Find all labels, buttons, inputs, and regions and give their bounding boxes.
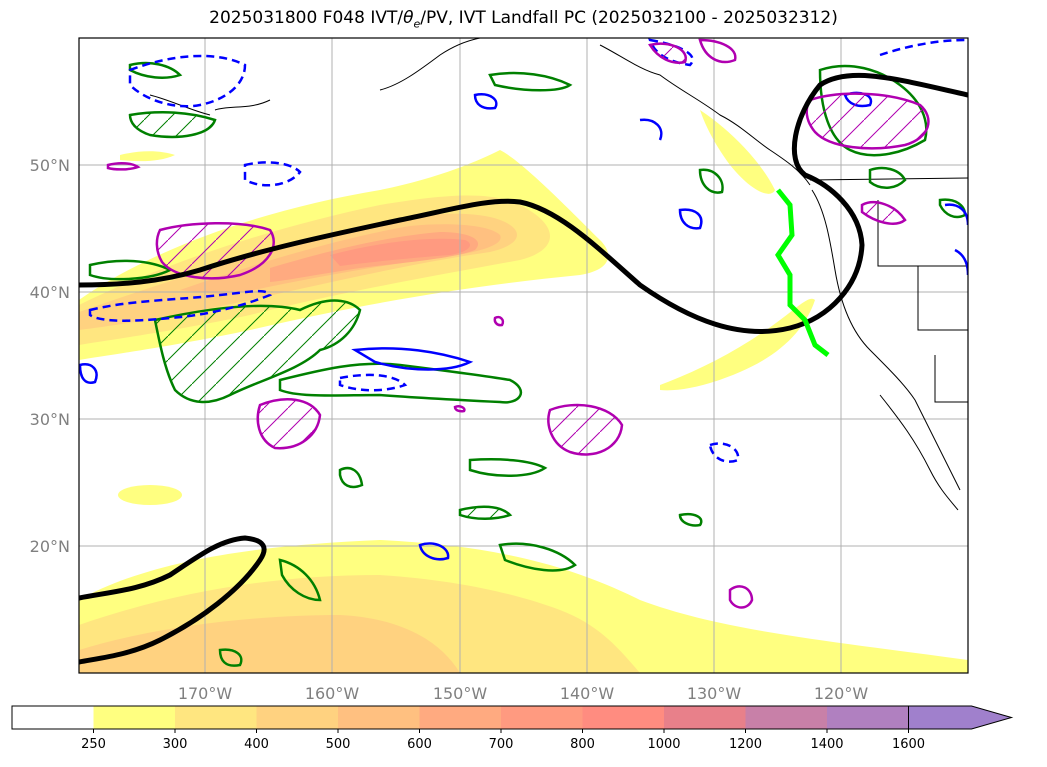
- colorbar-tick-label: 800: [570, 737, 595, 752]
- map-frame: [78, 37, 969, 674]
- colorbar-segment: [419, 706, 502, 729]
- colorbar-segment: [664, 706, 746, 729]
- colorbar-tick-label: 250: [81, 737, 106, 752]
- colorbar-tick-label: 600: [407, 737, 432, 752]
- lon-label: 150°W: [433, 684, 488, 703]
- colorbar-tick-label: 1600: [892, 737, 925, 752]
- lat-label: 20°N: [30, 537, 70, 556]
- colorbar-tick-label: 300: [163, 737, 188, 752]
- colorbar-tick-label: 700: [489, 737, 514, 752]
- lat-label: 30°N: [30, 410, 70, 429]
- lon-label: 140°W: [560, 684, 615, 703]
- colorbar-segment: [175, 706, 257, 729]
- colorbar-segment: [582, 706, 665, 729]
- lat-label: 50°N: [30, 156, 70, 175]
- lon-label: 160°W: [305, 684, 360, 703]
- colorbar-frame: [11, 705, 909, 730]
- colorbar-segment: [827, 706, 909, 729]
- ivt-shading: [79, 110, 968, 673]
- landfall-line: [775, 188, 830, 357]
- colorbar-tick-label: 1400: [810, 737, 843, 752]
- colorbar-tick-label: 400: [244, 737, 269, 752]
- lon-label: 120°W: [814, 684, 869, 703]
- colorbar-tick-label: 1000: [647, 737, 680, 752]
- lon-label: 170°W: [178, 684, 233, 703]
- coastline: [149, 38, 968, 511]
- lon-label: 130°W: [687, 684, 742, 703]
- colorbar-tick-label: 500: [326, 737, 351, 752]
- colorbar-segment: [12, 706, 94, 729]
- map-title: 2025031800 F048 IVT/θe/PV, IVT Landfall …: [209, 8, 838, 31]
- jet-contours: [79, 72, 968, 665]
- graticule: [79, 38, 968, 673]
- lon-axis-labels: 170°W 160°W 150°W 140°W 130°W 120°W: [178, 684, 869, 703]
- colorbar: 250 300 400 500 600 700 800 1000 1200 1400 1600: [11, 705, 1014, 752]
- lat-label: 40°N: [30, 283, 70, 302]
- lat-axis-labels: 50°N 40°N 30°N 20°N: [30, 156, 70, 556]
- colorbar-segment: [256, 706, 339, 729]
- colorbar-segment: [338, 706, 420, 729]
- pv-highlight-contours: [106, 38, 930, 609]
- colorbar-segment: [745, 706, 828, 729]
- colorbar-tick-label: 1200: [729, 737, 762, 752]
- colorbar-segment: [501, 706, 583, 729]
- colorbar-segment: [93, 706, 176, 729]
- colorbar-extend-arrow: [908, 705, 1014, 730]
